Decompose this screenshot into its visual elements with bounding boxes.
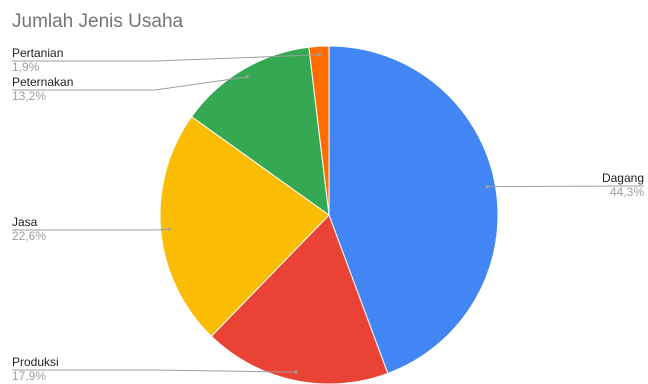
leader-line-produksi [12,369,296,373]
leader-dot-pertanian [317,53,322,57]
chart-title: Jumlah Jenis Usaha [12,11,184,32]
leader-lines [12,53,645,374]
leader-line-jasa [12,228,170,231]
pie-slices [159,45,499,384]
slice-label-pertanian: Pertanian [12,46,63,60]
pie-slice-pertanian [308,45,330,216]
slice-label-dagang: Dagang [602,171,644,185]
slice-value-jasa: 22,6% [12,229,46,243]
leader-dot-peternakan [245,75,249,79]
leader-line-pertanian [12,54,320,62]
slice-value-produksi: 17,9% [12,369,46,383]
leader-dot-produksi [294,370,298,374]
slice-value-peternakan: 13,2% [12,89,46,103]
slice-label-peternakan: Peternakan [12,75,73,89]
slice-label-jasa: Jasa [12,215,38,229]
slice-value-pertanian: 1,9% [12,60,40,74]
leader-line-dagang [487,185,645,188]
slice-label-produksi: Produksi [12,355,59,369]
pie-slice-peternakan [190,46,330,217]
leader-dot-jasa [167,227,171,231]
pie-slice-produksi [210,214,389,384]
leader-dot-dagang [485,185,489,189]
leader-line-peternakan [12,76,248,91]
slice-value-dagang: 44,3% [610,185,644,199]
pie-slice-dagang [328,45,499,375]
